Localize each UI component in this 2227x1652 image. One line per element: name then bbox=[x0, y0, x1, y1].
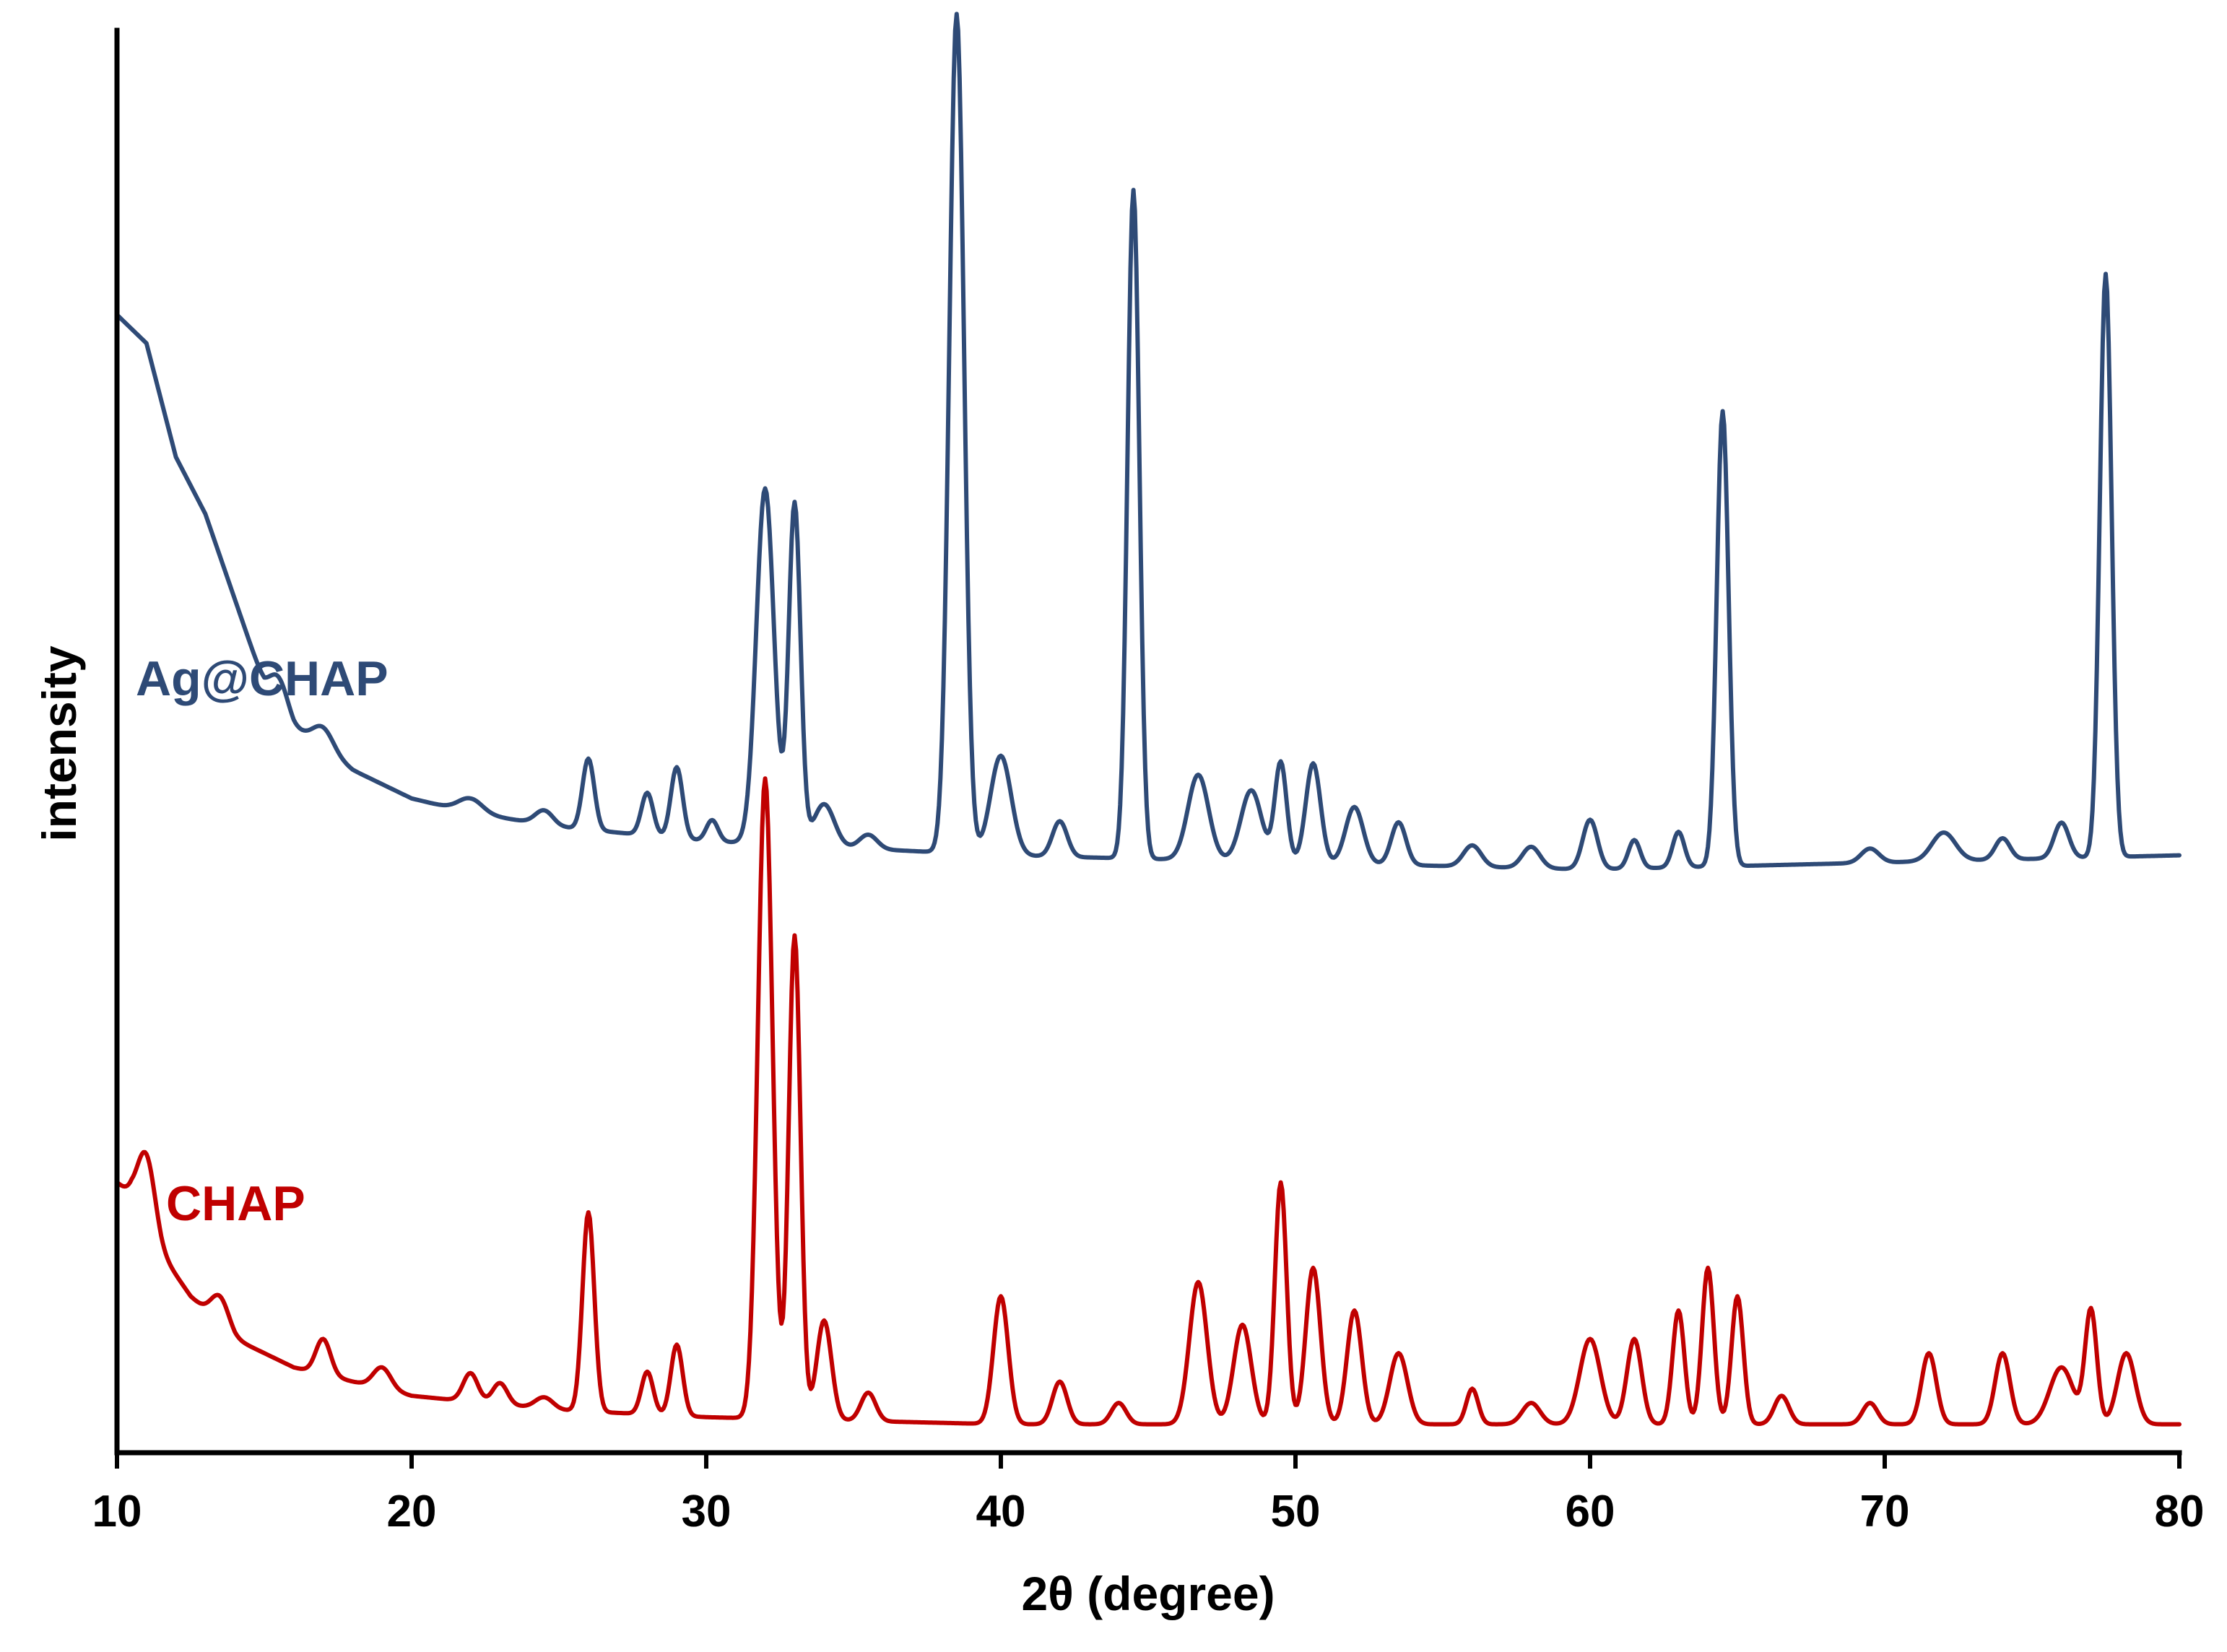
x-tick-label-60: 60 bbox=[1566, 1487, 1615, 1536]
x-tick-label-50: 50 bbox=[1271, 1487, 1321, 1536]
series-label-chap: CHAP bbox=[166, 1176, 305, 1231]
x-tick-label-10: 10 bbox=[92, 1487, 142, 1536]
series-line-ag-chap bbox=[115, 12, 2182, 871]
x-axis-title: 2θ (degree) bbox=[1021, 1567, 1275, 1620]
series-label-ag-chap: Ag@CHAP bbox=[136, 651, 388, 706]
x-tick-label-40: 40 bbox=[976, 1487, 1026, 1536]
x-tick-label-80: 80 bbox=[2155, 1487, 2205, 1536]
x-ticks: 10 20 30 40 50 60 70 80 bbox=[92, 1453, 2205, 1536]
series-line-chap bbox=[115, 776, 2182, 1427]
x-tick-label-20: 20 bbox=[387, 1487, 437, 1536]
x-tick-label-30: 30 bbox=[682, 1487, 732, 1536]
series-layer bbox=[115, 12, 2182, 1427]
y-axis-title: intensity bbox=[32, 645, 86, 842]
x-tick-label-70: 70 bbox=[1860, 1487, 1910, 1536]
